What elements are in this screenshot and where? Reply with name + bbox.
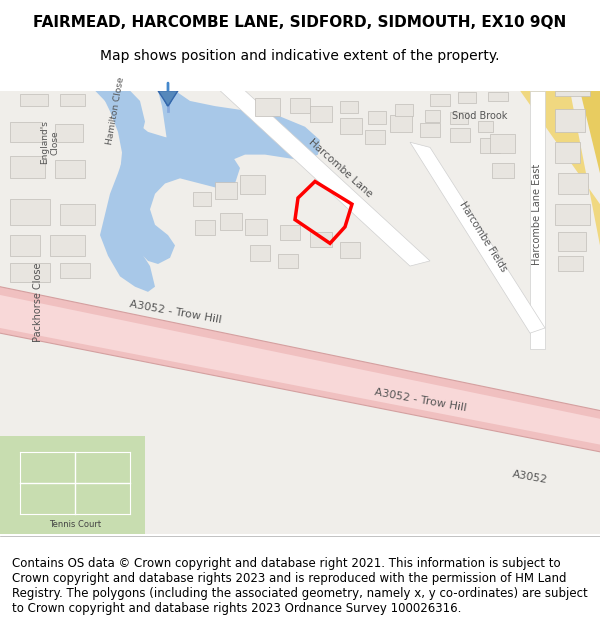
Polygon shape bbox=[310, 106, 332, 122]
Polygon shape bbox=[195, 219, 215, 235]
Text: Tennis Court: Tennis Court bbox=[49, 519, 101, 529]
Polygon shape bbox=[425, 110, 440, 122]
Polygon shape bbox=[20, 94, 48, 106]
Polygon shape bbox=[555, 204, 590, 225]
Polygon shape bbox=[10, 263, 50, 281]
Polygon shape bbox=[310, 232, 332, 248]
Polygon shape bbox=[555, 142, 580, 163]
Polygon shape bbox=[492, 163, 514, 178]
Polygon shape bbox=[480, 138, 500, 152]
Text: A3052 - Trow Hill: A3052 - Trow Hill bbox=[128, 299, 222, 326]
Text: FAIRMEAD, HARCOMBE LANE, SIDFORD, SIDMOUTH, EX10 9QN: FAIRMEAD, HARCOMBE LANE, SIDFORD, SIDMOU… bbox=[34, 15, 566, 30]
Polygon shape bbox=[193, 192, 211, 206]
Polygon shape bbox=[390, 116, 412, 132]
Polygon shape bbox=[558, 232, 586, 251]
Polygon shape bbox=[450, 112, 468, 124]
Text: Snod Brook: Snod Brook bbox=[452, 111, 508, 121]
Polygon shape bbox=[365, 130, 385, 144]
Polygon shape bbox=[245, 219, 267, 235]
Polygon shape bbox=[95, 91, 155, 292]
Polygon shape bbox=[410, 142, 545, 333]
Text: A3052 - Trow Hill: A3052 - Trow Hill bbox=[373, 387, 467, 413]
Polygon shape bbox=[10, 122, 42, 142]
Polygon shape bbox=[215, 182, 237, 199]
Polygon shape bbox=[420, 122, 440, 137]
Polygon shape bbox=[250, 246, 270, 261]
Polygon shape bbox=[10, 199, 50, 225]
Polygon shape bbox=[220, 213, 242, 230]
Polygon shape bbox=[478, 121, 493, 132]
Polygon shape bbox=[50, 235, 85, 256]
Text: Packhorse Close: Packhorse Close bbox=[33, 262, 43, 342]
Polygon shape bbox=[430, 94, 450, 106]
Polygon shape bbox=[530, 91, 545, 349]
Polygon shape bbox=[558, 256, 583, 271]
Polygon shape bbox=[458, 92, 476, 103]
Polygon shape bbox=[545, 91, 600, 173]
Polygon shape bbox=[100, 91, 240, 264]
Text: Map shows position and indicative extent of the property.: Map shows position and indicative extent… bbox=[100, 49, 500, 63]
Polygon shape bbox=[0, 91, 600, 534]
Text: A3052: A3052 bbox=[512, 469, 548, 486]
Polygon shape bbox=[490, 134, 515, 152]
Polygon shape bbox=[0, 295, 600, 444]
Text: Harcombe Lane East: Harcombe Lane East bbox=[532, 164, 542, 265]
Polygon shape bbox=[340, 242, 360, 258]
Polygon shape bbox=[158, 91, 320, 178]
Polygon shape bbox=[240, 175, 265, 194]
Text: Hamilton Close: Hamilton Close bbox=[104, 77, 125, 146]
Polygon shape bbox=[368, 111, 386, 124]
Polygon shape bbox=[280, 225, 300, 240]
Polygon shape bbox=[490, 91, 600, 246]
Polygon shape bbox=[60, 204, 95, 225]
Polygon shape bbox=[0, 287, 600, 452]
Polygon shape bbox=[340, 119, 362, 134]
Polygon shape bbox=[55, 160, 85, 178]
Polygon shape bbox=[558, 173, 588, 194]
Text: Contains OS data © Crown copyright and database right 2021. This information is : Contains OS data © Crown copyright and d… bbox=[12, 557, 588, 615]
Polygon shape bbox=[450, 127, 470, 142]
Text: Harcombe Fields: Harcombe Fields bbox=[457, 200, 509, 274]
Polygon shape bbox=[488, 92, 508, 101]
Polygon shape bbox=[55, 124, 83, 142]
Polygon shape bbox=[10, 156, 45, 178]
Polygon shape bbox=[340, 101, 358, 113]
Polygon shape bbox=[0, 452, 120, 534]
Text: Harcombe Lane: Harcombe Lane bbox=[306, 137, 374, 199]
Polygon shape bbox=[220, 91, 430, 266]
Polygon shape bbox=[60, 94, 85, 106]
Polygon shape bbox=[255, 98, 280, 116]
Text: England's
Close: England's Close bbox=[40, 120, 60, 164]
Polygon shape bbox=[0, 436, 145, 534]
Polygon shape bbox=[158, 91, 178, 106]
Polygon shape bbox=[278, 254, 298, 268]
Polygon shape bbox=[555, 109, 585, 132]
Polygon shape bbox=[555, 91, 590, 96]
Polygon shape bbox=[10, 235, 40, 256]
Polygon shape bbox=[60, 263, 90, 279]
Polygon shape bbox=[395, 104, 413, 116]
Polygon shape bbox=[290, 98, 310, 113]
